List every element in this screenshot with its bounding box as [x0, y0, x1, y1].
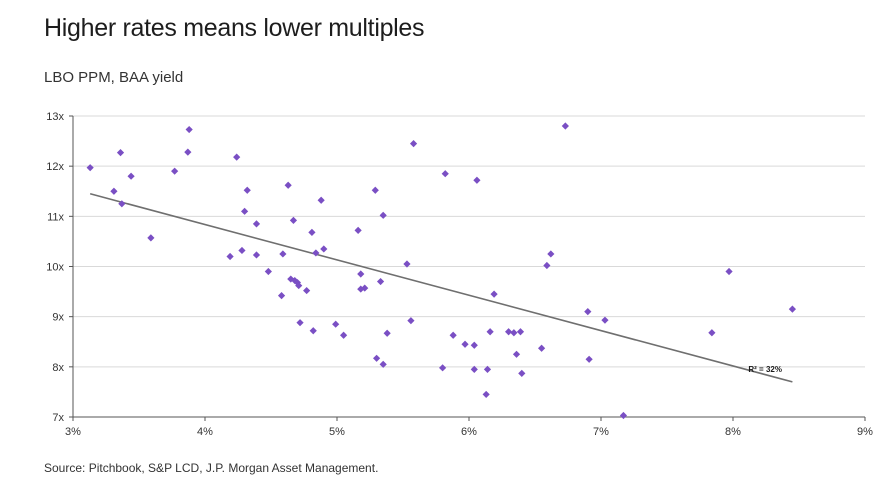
data-point — [295, 281, 303, 290]
data-point — [379, 211, 387, 219]
y-tick-label: 9x — [52, 312, 64, 324]
data-point — [512, 350, 521, 358]
data-point — [543, 261, 551, 270]
data-point — [312, 249, 320, 257]
y-tick-label: 7x — [52, 412, 64, 424]
data-point — [287, 275, 295, 283]
data-point — [473, 176, 481, 184]
data-point — [482, 390, 490, 399]
data-point — [371, 186, 379, 194]
data-point — [303, 286, 311, 295]
data-point — [184, 148, 192, 156]
data-point — [127, 172, 135, 180]
data-point — [407, 317, 415, 325]
data-points — [86, 122, 796, 420]
data-point — [601, 316, 609, 324]
data-point — [439, 364, 447, 372]
data-point — [483, 365, 492, 373]
x-tick-label: 5% — [329, 426, 345, 438]
data-point — [110, 187, 118, 195]
data-point — [116, 149, 125, 157]
chart-subtitle: LBO PPM, BAA yield — [44, 69, 184, 86]
data-point — [373, 354, 381, 362]
chart-title: Higher rates means lower multiples — [44, 14, 425, 42]
data-point — [409, 139, 418, 148]
y-tick-label: 10x — [46, 262, 64, 274]
data-point — [233, 153, 241, 161]
data-point — [538, 344, 546, 352]
data-point — [284, 181, 292, 189]
data-point — [403, 260, 411, 268]
trendline-group: R² = 32% — [89, 192, 793, 383]
data-point — [226, 252, 234, 261]
axes — [69, 115, 866, 421]
data-point — [357, 285, 365, 293]
data-point — [147, 234, 155, 242]
data-point — [619, 411, 628, 420]
y-tick-label: 8x — [52, 362, 64, 374]
data-point — [788, 305, 796, 313]
r-squared-label: R² = 32% — [748, 365, 782, 374]
data-point — [357, 270, 365, 278]
data-point — [320, 245, 328, 253]
data-point — [277, 291, 286, 300]
data-point — [708, 329, 716, 337]
data-point — [340, 331, 348, 339]
x-tick-label: 4% — [197, 426, 213, 438]
data-point — [241, 207, 249, 215]
data-point — [252, 251, 261, 259]
data-point — [118, 200, 126, 208]
data-point — [486, 328, 494, 336]
data-point — [171, 167, 179, 175]
data-point — [308, 228, 316, 236]
data-point — [585, 355, 593, 363]
data-point — [296, 319, 304, 327]
data-point — [252, 220, 261, 228]
data-point — [725, 267, 733, 276]
y-tick-label: 11x — [47, 211, 64, 223]
data-point — [332, 320, 340, 328]
data-point — [243, 186, 251, 194]
x-tick-label: 7% — [593, 426, 609, 438]
y-tick-label: 13x — [46, 111, 64, 123]
data-point — [376, 277, 385, 286]
gridlines — [73, 115, 865, 368]
data-point — [317, 196, 325, 204]
data-point — [354, 226, 362, 234]
data-point — [238, 246, 246, 255]
data-point — [86, 164, 94, 172]
source-note: Source: Pitchbook, S&P LCD, J.P. Morgan … — [44, 461, 379, 475]
data-point — [383, 329, 391, 337]
data-point — [361, 284, 369, 292]
data-point — [470, 341, 478, 349]
data-point — [490, 290, 498, 298]
data-point — [379, 360, 387, 368]
data-point — [309, 327, 317, 335]
data-point — [505, 328, 513, 336]
data-point — [561, 122, 569, 130]
x-tick-label: 9% — [857, 426, 873, 438]
data-point — [516, 328, 525, 336]
data-point — [441, 170, 449, 178]
data-point — [547, 250, 555, 258]
x-tick-label: 3% — [65, 426, 81, 438]
data-point — [264, 267, 272, 276]
data-point — [289, 216, 298, 224]
data-point — [293, 278, 301, 287]
data-point — [291, 276, 299, 285]
x-tick-label: 8% — [725, 426, 741, 438]
data-point — [461, 340, 469, 348]
data-point — [470, 365, 478, 373]
x-tick-label: 6% — [461, 426, 477, 438]
data-point — [449, 331, 457, 339]
tick-labels: 3% 4% 5% 6% 7% 8% 9% 7x 8x 9x 10x 11x 12x 13x — [46, 111, 873, 438]
data-point — [279, 250, 287, 258]
data-point — [518, 369, 526, 377]
data-point — [584, 308, 592, 316]
data-point — [185, 125, 193, 134]
y-tick-label: 12x — [46, 161, 64, 173]
data-point — [510, 329, 518, 337]
trendline — [89, 192, 793, 383]
